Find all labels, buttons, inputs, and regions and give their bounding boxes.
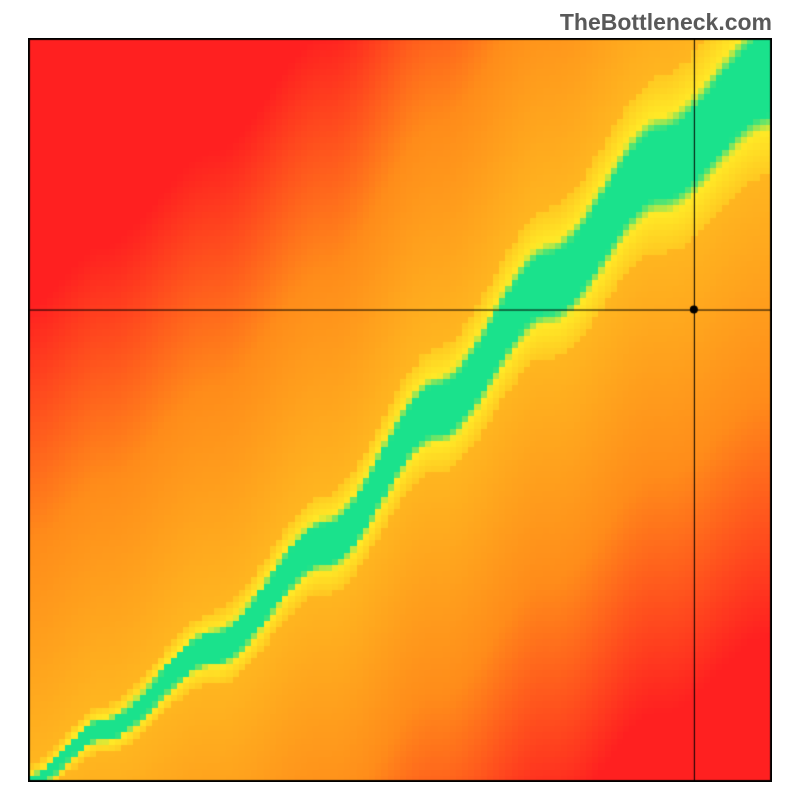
heatmap-canvas: [28, 38, 772, 782]
watermark-text: TheBottleneck.com: [560, 9, 772, 36]
chart-container: TheBottleneck.com: [0, 0, 800, 800]
heatmap-plot: [28, 38, 772, 782]
